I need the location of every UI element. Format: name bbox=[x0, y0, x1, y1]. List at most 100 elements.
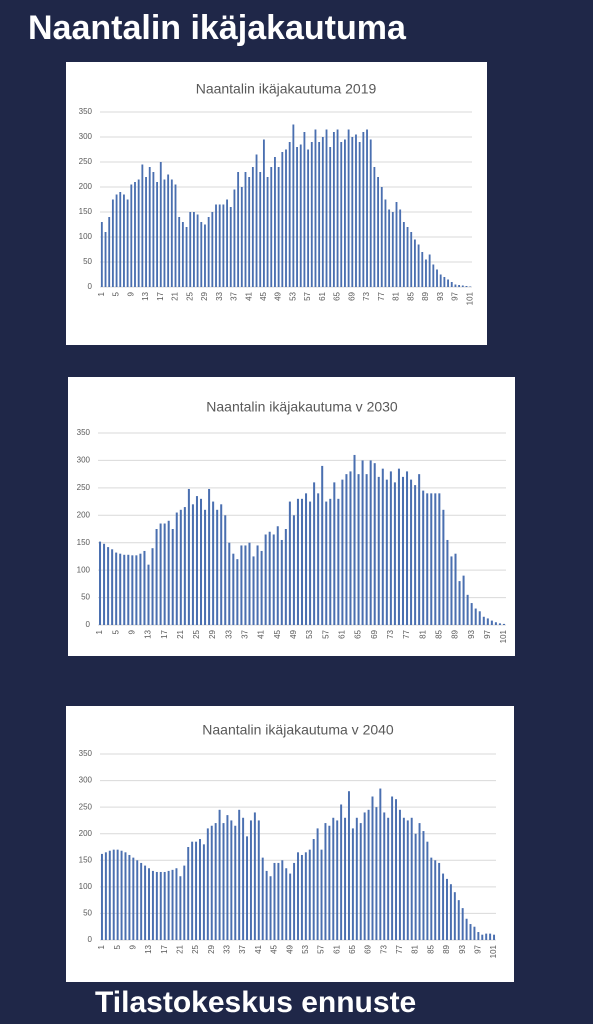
bar bbox=[355, 134, 357, 287]
x-tick-label: 17 bbox=[156, 291, 165, 300]
bar bbox=[478, 611, 481, 625]
bar bbox=[220, 504, 223, 625]
bar bbox=[269, 876, 272, 940]
bar bbox=[377, 476, 380, 625]
y-tick-label: 150 bbox=[79, 855, 93, 864]
bar bbox=[383, 812, 386, 940]
bar bbox=[226, 199, 228, 287]
bar bbox=[206, 828, 209, 940]
bar bbox=[486, 618, 489, 625]
y-tick-label: 200 bbox=[77, 510, 91, 519]
x-tick-label: 65 bbox=[348, 944, 357, 953]
bar bbox=[103, 543, 106, 625]
bar bbox=[126, 199, 129, 287]
x-tick-label: 77 bbox=[402, 629, 411, 638]
bar bbox=[237, 172, 240, 287]
bar bbox=[281, 152, 284, 287]
bar bbox=[307, 149, 310, 287]
x-tick-label: 33 bbox=[215, 291, 224, 300]
bar bbox=[202, 844, 205, 940]
bar bbox=[259, 172, 262, 287]
bar bbox=[171, 529, 174, 625]
x-tick-label: 61 bbox=[332, 944, 341, 953]
bar bbox=[469, 924, 472, 940]
bar bbox=[434, 493, 437, 625]
bar bbox=[115, 552, 118, 625]
bar bbox=[252, 556, 255, 625]
x-tick-label: 57 bbox=[321, 629, 330, 638]
bar bbox=[446, 878, 448, 940]
y-tick-label: 350 bbox=[79, 107, 93, 116]
x-tick-label: 73 bbox=[386, 629, 395, 638]
bar bbox=[373, 463, 376, 625]
page-footer: Tilastokeskus ennuste bbox=[95, 986, 416, 1019]
bar bbox=[256, 545, 259, 625]
bar bbox=[369, 139, 372, 287]
bar bbox=[226, 815, 229, 940]
bar bbox=[373, 167, 376, 287]
bar bbox=[159, 871, 162, 940]
bar bbox=[171, 869, 174, 940]
bar bbox=[240, 545, 243, 625]
bar bbox=[204, 224, 206, 287]
bar bbox=[111, 549, 114, 625]
bar bbox=[377, 177, 379, 287]
x-tick-label: 73 bbox=[362, 291, 371, 300]
bar bbox=[167, 174, 170, 287]
bar bbox=[379, 788, 382, 940]
bar bbox=[236, 559, 239, 625]
bar bbox=[425, 259, 427, 287]
bar bbox=[174, 184, 177, 287]
x-tick-label: 89 bbox=[451, 629, 460, 638]
bar bbox=[204, 509, 207, 625]
bar bbox=[365, 474, 368, 625]
x-tick-label: 13 bbox=[141, 291, 150, 300]
chart-panel bbox=[66, 706, 514, 982]
bar bbox=[228, 542, 231, 625]
bar bbox=[369, 460, 372, 625]
bar bbox=[159, 523, 162, 625]
bar bbox=[473, 926, 476, 940]
bar bbox=[222, 204, 225, 287]
bar bbox=[344, 817, 347, 940]
bar bbox=[297, 852, 299, 940]
bar bbox=[112, 849, 115, 940]
bar bbox=[381, 468, 384, 625]
bar bbox=[371, 796, 374, 940]
x-tick-label: 13 bbox=[144, 629, 153, 638]
bar bbox=[99, 541, 102, 625]
bar bbox=[276, 526, 279, 625]
bar bbox=[264, 534, 267, 625]
x-tick-label: 61 bbox=[338, 629, 347, 638]
bar bbox=[422, 831, 425, 940]
x-tick-label: 25 bbox=[191, 944, 200, 953]
bar bbox=[273, 862, 276, 940]
x-tick-label: 85 bbox=[434, 629, 443, 638]
bar bbox=[410, 479, 413, 625]
bar bbox=[465, 286, 468, 287]
bar bbox=[318, 142, 321, 287]
bar bbox=[284, 529, 287, 625]
y-tick-label: 100 bbox=[79, 882, 93, 891]
bar bbox=[170, 179, 173, 287]
bar bbox=[285, 149, 287, 287]
bar bbox=[120, 850, 123, 940]
x-tick-label: 81 bbox=[411, 944, 420, 953]
x-tick-label: 61 bbox=[318, 291, 327, 300]
x-tick-label: 5 bbox=[113, 944, 122, 949]
bar bbox=[141, 164, 144, 287]
bar bbox=[325, 501, 328, 625]
bar bbox=[453, 892, 456, 940]
bar bbox=[333, 482, 336, 625]
bar bbox=[296, 147, 298, 287]
bar bbox=[349, 471, 352, 625]
bar bbox=[100, 853, 103, 940]
bar bbox=[189, 212, 192, 287]
x-tick-label: 41 bbox=[254, 944, 263, 953]
x-tick-label: 93 bbox=[467, 629, 476, 638]
bar bbox=[308, 849, 311, 940]
bar bbox=[111, 199, 114, 287]
bar bbox=[461, 908, 464, 940]
bar bbox=[144, 865, 147, 940]
x-tick-label: 1 bbox=[95, 629, 104, 634]
